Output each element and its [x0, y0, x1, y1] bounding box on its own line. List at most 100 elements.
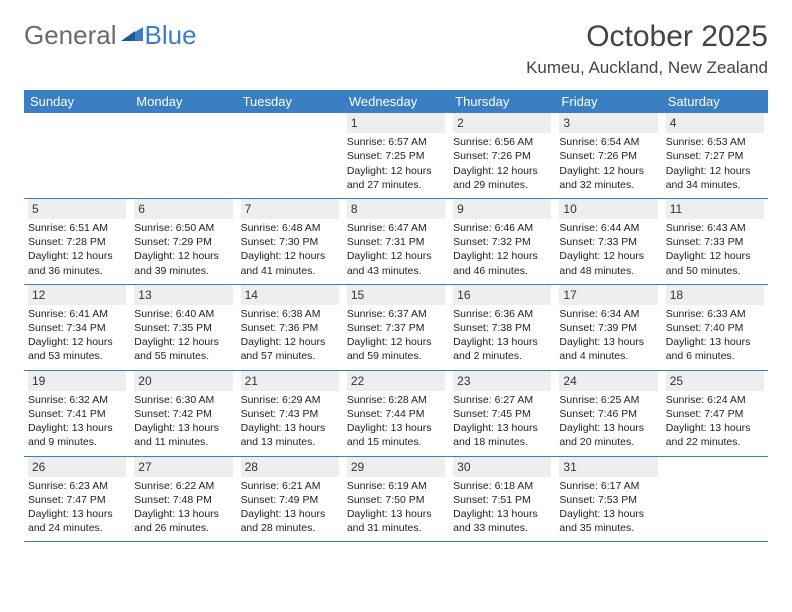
day-cell: 17Sunrise: 6:34 AMSunset: 7:39 PMDayligh… [555, 285, 661, 370]
sunrise-text: Sunrise: 6:36 AM [453, 307, 551, 321]
sunset-text: Sunset: 7:32 PM [453, 235, 551, 249]
daylight-text: Daylight: 13 hours and 20 minutes. [559, 421, 657, 449]
daylight-text: Daylight: 12 hours and 50 minutes. [666, 249, 764, 277]
location-label: Kumeu, Auckland, New Zealand [526, 58, 768, 78]
day-number: 16 [453, 285, 551, 305]
sunrise-text: Sunrise: 6:53 AM [666, 135, 764, 149]
logo-mark-icon [121, 23, 143, 48]
page-title: October 2025 [526, 20, 768, 54]
sunset-text: Sunset: 7:28 PM [28, 235, 126, 249]
day-number: 11 [666, 199, 764, 219]
day-number: 17 [559, 285, 657, 305]
day-number: 14 [241, 285, 339, 305]
day-cell: 20 Sunrise: 6:30 AMSunset: 7:42 PMDayligh… [130, 371, 236, 456]
day-number: 26 [28, 457, 126, 477]
sunrise-text: Sunrise: 6:19 AM [347, 479, 445, 493]
day-number: 18 [666, 285, 764, 305]
week-row: 26Sunrise: 6:23 AMSunset: 7:47 PMDayligh… [24, 457, 768, 543]
sunrise-text: Sunrise: 6:54 AM [559, 135, 657, 149]
day-cell: 10Sunrise: 6:44 AMSunset: 7:33 PMDayligh… [555, 199, 661, 284]
weekday-header: Saturday [662, 90, 768, 113]
day-cell: 2Sunrise: 6:56 AMSunset: 7:26 PMDaylight… [449, 113, 555, 198]
sunrise-text: Sunrise: 6:51 AM [28, 221, 126, 235]
day-cell: 25Sunrise: 6:24 AMSunset: 7:47 PMDayligh… [662, 371, 768, 456]
sunrise-text: Sunrise: 6:29 AM [241, 393, 339, 407]
daylight-text: Daylight: 13 hours and 11 minutes. [134, 421, 232, 449]
sunset-text: Sunset: 7:33 PM [559, 235, 657, 249]
sunset-text: Sunset: 7:35 PM [134, 321, 232, 335]
sunset-text: Sunset: 7:42 PM [134, 407, 232, 421]
day-cell: 26Sunrise: 6:23 AMSunset: 7:47 PMDayligh… [24, 457, 130, 542]
day-number: 7 [241, 199, 339, 219]
sunrise-text: Sunrise: 6:40 AM [134, 307, 232, 321]
day-number [241, 113, 339, 133]
day-cell: 3Sunrise: 6:54 AMSunset: 7:26 PMDaylight… [555, 113, 661, 198]
day-number: 24 [559, 371, 657, 391]
logo: General Blue [24, 20, 197, 51]
daylight-text: Daylight: 12 hours and 34 minutes. [666, 164, 764, 192]
sunset-text: Sunset: 7:50 PM [347, 493, 445, 507]
sunrise-text: Sunrise: 6:32 AM [28, 393, 126, 407]
daylight-text: Daylight: 13 hours and 24 minutes. [28, 507, 126, 535]
calendar: SundayMondayTuesdayWednesdayThursdayFrid… [24, 90, 768, 542]
day-number: 10 [559, 199, 657, 219]
sunrise-text: Sunrise: 6:18 AM [453, 479, 551, 493]
sunrise-text: Sunrise: 6:30 AM [134, 393, 232, 407]
daylight-text: Daylight: 13 hours and 15 minutes. [347, 421, 445, 449]
day-cell: 21Sunrise: 6:29 AMSunset: 7:43 PMDayligh… [237, 371, 343, 456]
day-number: 25 [666, 371, 764, 391]
day-number: 31 [559, 457, 657, 477]
sunset-text: Sunset: 7:36 PM [241, 321, 339, 335]
sunset-text: Sunset: 7:53 PM [559, 493, 657, 507]
day-number: 4 [666, 113, 764, 133]
daylight-text: Daylight: 13 hours and 33 minutes. [453, 507, 551, 535]
day-number: 15 [347, 285, 445, 305]
day-cell: 28Sunrise: 6:21 AMSunset: 7:49 PMDayligh… [237, 457, 343, 542]
day-cell: 11Sunrise: 6:43 AMSunset: 7:33 PMDayligh… [662, 199, 768, 284]
day-number [28, 113, 126, 133]
day-number: 20 [134, 371, 232, 391]
sunrise-text: Sunrise: 6:27 AM [453, 393, 551, 407]
daylight-text: Daylight: 12 hours and 55 minutes. [134, 335, 232, 363]
sunrise-text: Sunrise: 6:48 AM [241, 221, 339, 235]
daylight-text: Daylight: 13 hours and 6 minutes. [666, 335, 764, 363]
sunset-text: Sunset: 7:47 PM [28, 493, 126, 507]
weeks-container: 1Sunrise: 6:57 AMSunset: 7:25 PMDaylight… [24, 113, 768, 542]
weekday-header-row: SundayMondayTuesdayWednesdayThursdayFrid… [24, 90, 768, 113]
sunrise-text: Sunrise: 6:21 AM [241, 479, 339, 493]
daylight-text: Daylight: 12 hours and 46 minutes. [453, 249, 551, 277]
day-cell [662, 457, 768, 542]
daylight-text: Daylight: 12 hours and 57 minutes. [241, 335, 339, 363]
sunrise-text: Sunrise: 6:44 AM [559, 221, 657, 235]
logo-text-blue: Blue [145, 20, 197, 51]
sunset-text: Sunset: 7:39 PM [559, 321, 657, 335]
sunrise-text: Sunrise: 6:24 AM [666, 393, 764, 407]
sunset-text: Sunset: 7:47 PM [666, 407, 764, 421]
daylight-text: Daylight: 12 hours and 39 minutes. [134, 249, 232, 277]
day-number: 30 [453, 457, 551, 477]
sunset-text: Sunset: 7:27 PM [666, 149, 764, 163]
day-cell: 4 Sunrise: 6:53 AMSunset: 7:27 PMDaylight… [662, 113, 768, 198]
sunset-text: Sunset: 7:37 PM [347, 321, 445, 335]
sunrise-text: Sunrise: 6:17 AM [559, 479, 657, 493]
sunrise-text: Sunrise: 6:22 AM [134, 479, 232, 493]
day-number: 1 [347, 113, 445, 133]
header: General Blue October 2025 Kumeu, Aucklan… [24, 20, 768, 78]
sunset-text: Sunset: 7:38 PM [453, 321, 551, 335]
sunrise-text: Sunrise: 6:50 AM [134, 221, 232, 235]
weekday-header: Thursday [449, 90, 555, 113]
sunrise-text: Sunrise: 6:46 AM [453, 221, 551, 235]
daylight-text: Daylight: 13 hours and 26 minutes. [134, 507, 232, 535]
day-number: 27 [134, 457, 232, 477]
day-number [134, 113, 232, 133]
sunset-text: Sunset: 7:48 PM [134, 493, 232, 507]
day-number: 8 [347, 199, 445, 219]
sunrise-text: Sunrise: 6:56 AM [453, 135, 551, 149]
sunrise-text: Sunrise: 6:33 AM [666, 307, 764, 321]
day-cell: 16Sunrise: 6:36 AMSunset: 7:38 PMDayligh… [449, 285, 555, 370]
daylight-text: Daylight: 13 hours and 31 minutes. [347, 507, 445, 535]
sunset-text: Sunset: 7:31 PM [347, 235, 445, 249]
day-number: 3 [559, 113, 657, 133]
daylight-text: Daylight: 12 hours and 32 minutes. [559, 164, 657, 192]
day-cell [24, 113, 130, 198]
